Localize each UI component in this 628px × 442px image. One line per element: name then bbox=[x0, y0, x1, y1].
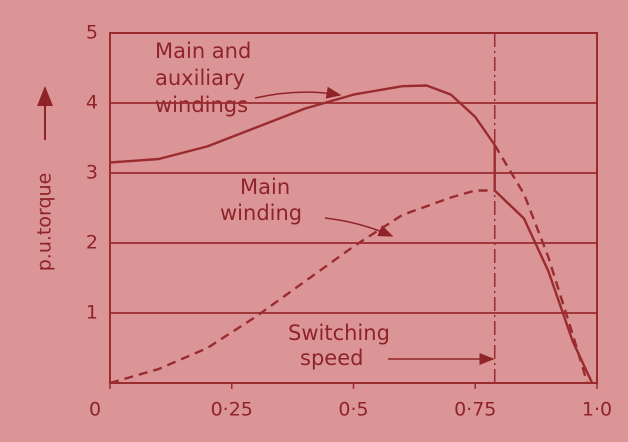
annotation: speed bbox=[300, 346, 363, 370]
annotation-arrow bbox=[254, 86, 342, 99]
x-tick-label: 0·5 bbox=[338, 399, 368, 421]
annotation: auxiliary bbox=[155, 66, 245, 90]
curve bbox=[109, 189, 495, 385]
curve bbox=[493, 145, 594, 384]
annotation: Main and bbox=[155, 39, 251, 63]
y-tick-label: 5 bbox=[86, 22, 98, 44]
x-tick-label: 0·75 bbox=[454, 399, 496, 421]
curve bbox=[109, 84, 496, 164]
annotation: Main bbox=[240, 175, 290, 199]
annotation-arrow bbox=[324, 217, 394, 237]
y-axis-label: p.u.torque bbox=[34, 173, 56, 272]
annotation: Switching bbox=[288, 321, 390, 345]
y-tick-label: 3 bbox=[86, 162, 98, 184]
y-tick-label: 4 bbox=[86, 92, 98, 114]
annotation: winding bbox=[220, 201, 302, 225]
x-tick-label: 0 bbox=[89, 399, 101, 421]
x-tick-label: 0·25 bbox=[211, 399, 253, 421]
y-tick-label: 1 bbox=[86, 302, 98, 324]
x-tick-label: 1·0 bbox=[582, 399, 612, 421]
annotation: windings bbox=[155, 93, 248, 117]
y-tick-label: 2 bbox=[86, 232, 98, 254]
curve bbox=[493, 144, 589, 384]
